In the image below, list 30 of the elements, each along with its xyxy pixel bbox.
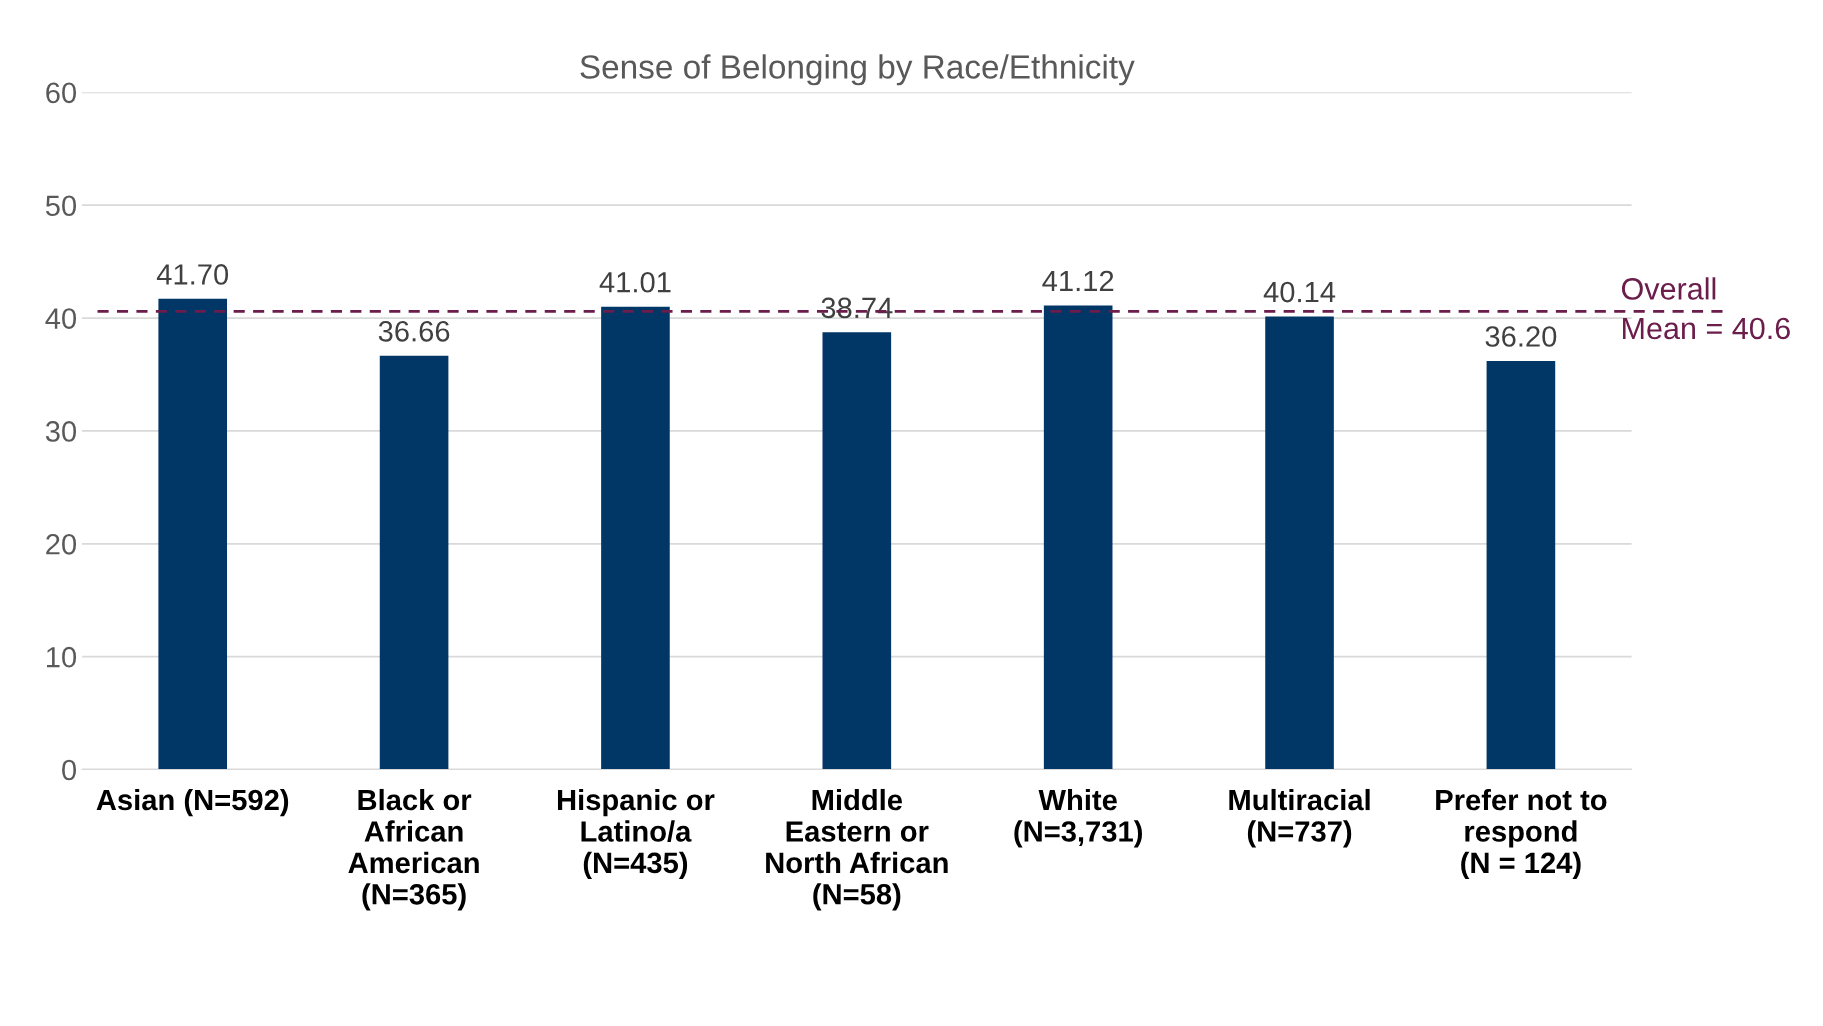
x-tick-label: Prefer not to respond (N = 124) xyxy=(1436,788,1607,879)
y-tick-label: 10 xyxy=(46,646,77,668)
data-label: 38.74 xyxy=(821,297,893,319)
bar xyxy=(1486,360,1556,770)
x-tick-label: Multiracial (N=737) xyxy=(1229,788,1370,848)
y-tick-label: 0 xyxy=(62,759,77,781)
x-tick-label: White (N=3,731) xyxy=(1014,788,1142,848)
bar xyxy=(822,332,892,770)
y-tick-label: 30 xyxy=(45,421,77,442)
ref-line-label: Overall Mean = 40.6 xyxy=(1621,277,1790,340)
x-tick-label: Black or African American (N=365) xyxy=(348,788,479,911)
x-tick-label: Asian (N=592) xyxy=(96,788,289,817)
bar xyxy=(1265,316,1334,770)
data-label: 36.20 xyxy=(1485,326,1557,347)
x-tick-label: Hispanic or Latino/a (N=435) xyxy=(557,788,715,879)
bar xyxy=(1043,305,1113,770)
y-tick-label: 20 xyxy=(46,533,77,555)
data-label: 41.70 xyxy=(156,264,229,285)
bar xyxy=(158,298,228,770)
data-label: 36.66 xyxy=(378,321,450,342)
data-label: 41.12 xyxy=(1042,270,1114,292)
y-tick-label: 40 xyxy=(45,308,77,329)
x-tick-label: Middle Eastern or North African (N=58) xyxy=(766,788,948,911)
bar xyxy=(379,355,449,770)
y-tick-label: 60 xyxy=(46,82,77,104)
data-label: 41.01 xyxy=(599,271,671,293)
bar xyxy=(601,306,670,770)
data-label: 40.14 xyxy=(1263,281,1336,303)
y-tick-label: 50 xyxy=(45,195,77,217)
chart-title: Sense of Belonging by Race/Ethnicity xyxy=(580,54,1135,86)
